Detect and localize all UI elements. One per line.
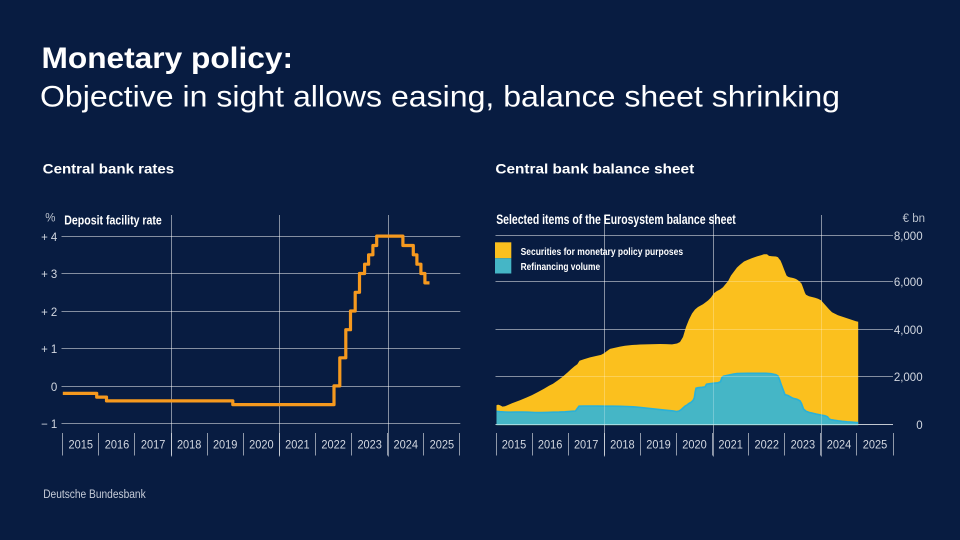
svg-text:2018: 2018 [177, 438, 202, 452]
svg-text:Securities for monetary policy: Securities for monetary policy purposes [521, 247, 684, 258]
svg-text:2023: 2023 [357, 438, 382, 452]
svg-text:2020: 2020 [682, 438, 707, 452]
svg-text:Central bank rates: Central bank rates [43, 160, 175, 176]
svg-text:+ 3: + 3 [41, 269, 57, 281]
svg-text:0: 0 [916, 420, 922, 432]
svg-text:%: % [45, 213, 55, 225]
svg-text:Deposit facility rate: Deposit facility rate [64, 212, 162, 227]
svg-text:2025: 2025 [863, 438, 888, 452]
svg-text:6,000: 6,000 [894, 277, 923, 289]
svg-text:2018: 2018 [610, 438, 635, 452]
svg-text:2015: 2015 [502, 438, 527, 452]
svg-text:2015: 2015 [69, 438, 94, 452]
svg-text:8,000: 8,000 [894, 231, 923, 243]
svg-text:+ 1: + 1 [41, 344, 57, 356]
svg-text:2020: 2020 [249, 438, 274, 452]
svg-text:2019: 2019 [646, 438, 671, 452]
svg-text:Objective in sight allows easi: Objective in sight allows easing, balanc… [40, 81, 840, 114]
svg-text:2017: 2017 [574, 438, 599, 452]
svg-text:Central bank balance sheet: Central bank balance sheet [495, 160, 694, 176]
svg-text:Deutsche Bundesbank: Deutsche Bundesbank [43, 487, 146, 501]
svg-text:0: 0 [51, 382, 57, 394]
svg-text:2024: 2024 [827, 438, 852, 452]
svg-text:2,000: 2,000 [894, 372, 923, 384]
svg-text:+ 4: + 4 [41, 232, 58, 244]
svg-text:2021: 2021 [718, 438, 743, 452]
svg-text:2017: 2017 [141, 438, 166, 452]
svg-text:2019: 2019 [213, 438, 238, 452]
svg-text:2022: 2022 [755, 438, 780, 452]
svg-text:2016: 2016 [105, 438, 130, 452]
svg-text:2024: 2024 [394, 438, 419, 452]
svg-text:2023: 2023 [791, 438, 816, 452]
svg-text:Refinancing volume: Refinancing volume [521, 262, 601, 273]
svg-text:4,000: 4,000 [894, 325, 923, 337]
svg-text:Monetary policy:: Monetary policy: [42, 42, 294, 75]
svg-text:+ 2: + 2 [41, 307, 57, 319]
svg-text:2021: 2021 [285, 438, 310, 452]
svg-text:2016: 2016 [538, 438, 563, 452]
svg-text:€ bn: € bn [903, 213, 925, 225]
svg-text:Selected items of the Eurosyst: Selected items of the Eurosystem balance… [496, 212, 736, 227]
svg-text:2025: 2025 [430, 438, 455, 452]
svg-text:2022: 2022 [321, 438, 346, 452]
svg-text:− 1: − 1 [41, 419, 57, 431]
